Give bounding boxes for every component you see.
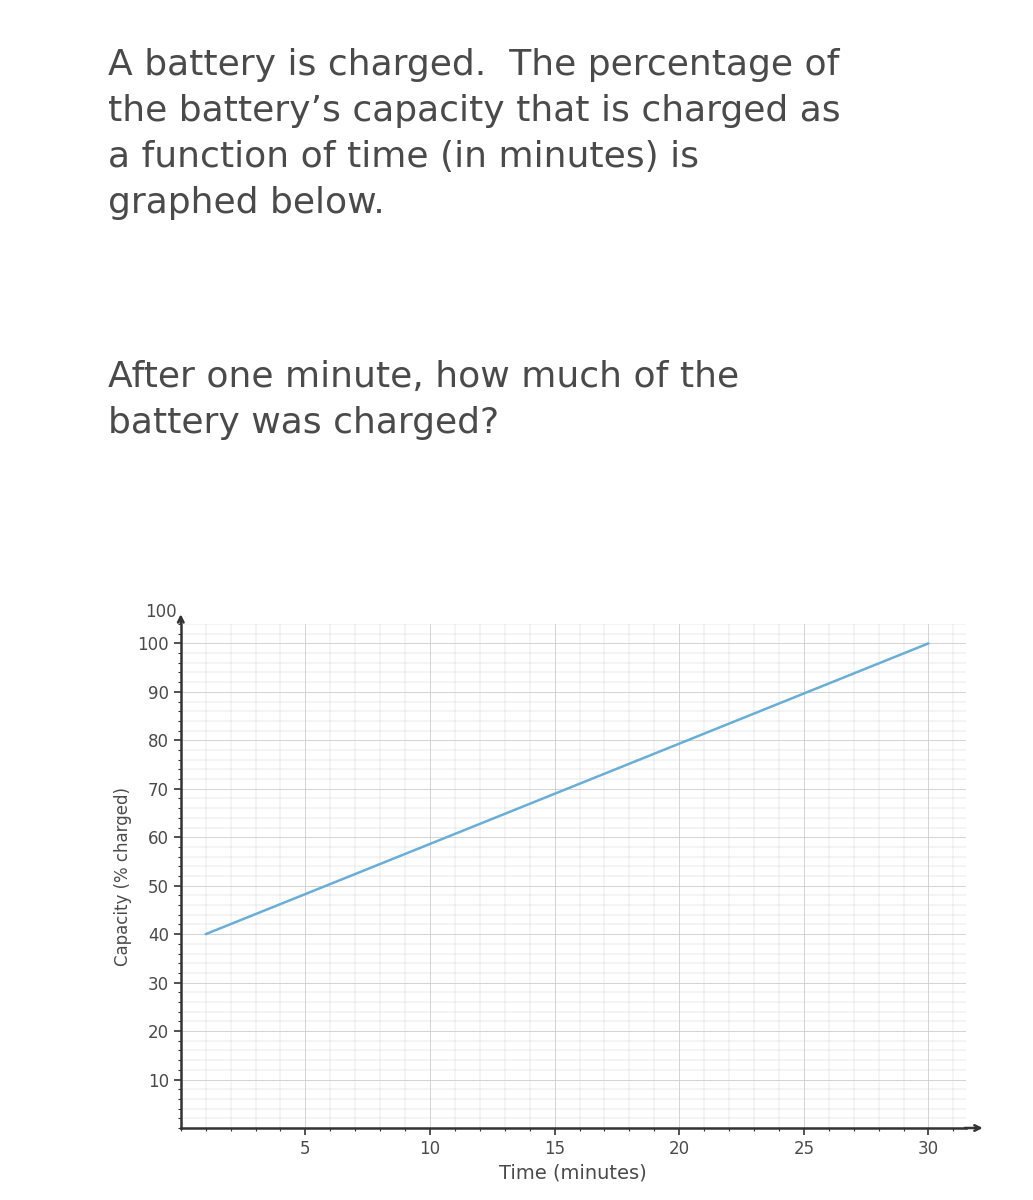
X-axis label: Time (minutes): Time (minutes) [499,1163,648,1182]
Y-axis label: Capacity (% charged): Capacity (% charged) [114,786,132,966]
Text: After one minute, how much of the
battery was charged?: After one minute, how much of the batter… [108,360,740,440]
Text: A battery is charged.  The percentage of
the battery’s capacity that is charged : A battery is charged. The percentage of … [108,48,841,221]
Text: 100: 100 [146,604,177,622]
